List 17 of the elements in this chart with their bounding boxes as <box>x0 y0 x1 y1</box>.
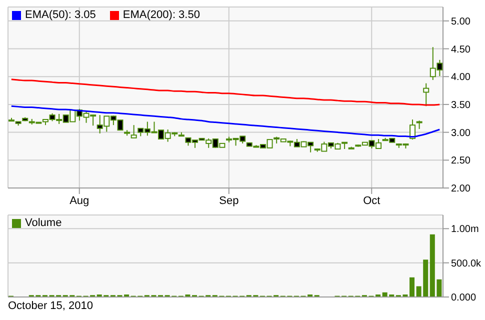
y-tick-label: 500.0k <box>451 258 482 270</box>
y-tick-label: 2.50 <box>451 156 471 167</box>
y-tick-label: 3.00 <box>451 128 471 139</box>
y-tick-label: 4.00 <box>451 72 471 84</box>
y-tick-label: 3.50 <box>451 100 471 112</box>
y-tick-label: 0.000 <box>451 292 476 304</box>
x-tick-label: Oct <box>363 194 380 207</box>
y-tick-label: 1.00m <box>451 224 479 236</box>
legend-label: EMA(50): 3.05 <box>25 9 96 21</box>
text: October 15, 2010 <box>8 300 94 312</box>
x-tick-label: Aug <box>70 194 90 207</box>
legend-label: Volume <box>25 217 62 229</box>
y-tick-label: 4.50 <box>451 44 471 56</box>
x-tick-label: Sep <box>219 194 239 207</box>
legend-label: EMA(200): 3.50 <box>122 9 200 21</box>
y-tick-label: 2.00 <box>451 184 471 195</box>
y-tick-label: 5.00 <box>451 16 471 28</box>
